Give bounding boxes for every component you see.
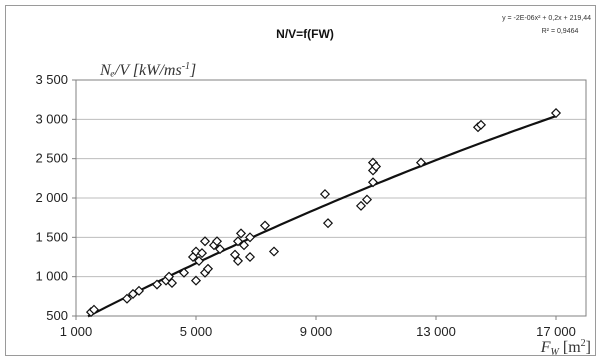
y-axis-label: Nₑ/V [kW/ms-1]	[99, 61, 196, 79]
r-squared: R² = 0,9464	[542, 28, 579, 35]
x-axis-label-main: F	[540, 339, 551, 356]
data-point	[232, 255, 244, 266]
data-point	[133, 285, 145, 296]
y-axis-label-sup: -1	[182, 61, 190, 72]
data-point	[199, 236, 211, 247]
data-point	[361, 194, 373, 205]
chart-border	[5, 5, 596, 356]
y-tick-label: 1 000	[35, 269, 68, 284]
trendline-equation: y = -2E-06x² + 0,2x + 219,44	[502, 15, 591, 22]
data-point	[193, 255, 205, 266]
data-point	[370, 161, 382, 172]
data-point	[163, 271, 175, 282]
x-axis-label-sup: 2	[581, 338, 586, 349]
data-point	[550, 107, 562, 119]
data-point	[475, 119, 487, 130]
data-point	[235, 228, 247, 239]
y-axis-label-main: Nₑ/V [kW/ms	[99, 62, 182, 79]
data-point	[322, 218, 334, 229]
x-tick-label: 13 000	[416, 324, 456, 339]
x-tick-label: 1 000	[60, 324, 93, 339]
chart-title: N/V=f(FW)	[276, 27, 334, 41]
y-tick-label: 2 500	[35, 151, 68, 166]
data-point	[319, 189, 331, 200]
data-point	[196, 248, 208, 259]
data-point	[238, 240, 250, 251]
data-point	[244, 232, 256, 243]
y-tick-label: 3 000	[35, 111, 68, 126]
y-tick-label: 2 000	[35, 190, 68, 205]
x-tick-label: 5 000	[180, 324, 213, 339]
x-axis-label-sub: W	[551, 347, 561, 358]
data-point	[244, 251, 256, 263]
data-point	[178, 267, 190, 278]
y-axis-label-end: ]	[189, 62, 196, 79]
y-tick-label: 500	[46, 308, 68, 323]
data-point	[214, 244, 226, 255]
data-point	[211, 236, 223, 247]
x-axis-ticks: 1 000 5 000 9 000 13 000 17 000	[60, 316, 576, 339]
x-tick-label: 9 000	[300, 324, 333, 339]
data-point	[190, 275, 202, 286]
data-point	[367, 177, 379, 188]
data-point	[259, 220, 271, 231]
x-tick-label: 17 000	[536, 324, 576, 339]
y-tick-label: 3 500	[35, 72, 68, 87]
data-point	[121, 293, 133, 304]
gridlines	[76, 118, 586, 278]
x-axis-label-unit: [m	[559, 339, 581, 356]
y-axis-ticks: 500 1 000 1 500 2 000 2 500 3 000 3 500	[35, 72, 76, 323]
y-tick-label: 1 500	[35, 229, 68, 244]
data-point	[355, 200, 367, 211]
data-point	[415, 157, 427, 168]
data-points	[85, 107, 562, 318]
data-point	[268, 246, 280, 257]
x-axis-label: FW [m2]	[540, 338, 591, 358]
x-axis-label-end: ]	[586, 339, 591, 356]
data-point	[166, 277, 178, 289]
data-point	[151, 279, 163, 290]
data-point	[202, 263, 214, 274]
data-point	[88, 304, 100, 315]
data-point	[229, 249, 241, 260]
data-point	[232, 236, 244, 247]
